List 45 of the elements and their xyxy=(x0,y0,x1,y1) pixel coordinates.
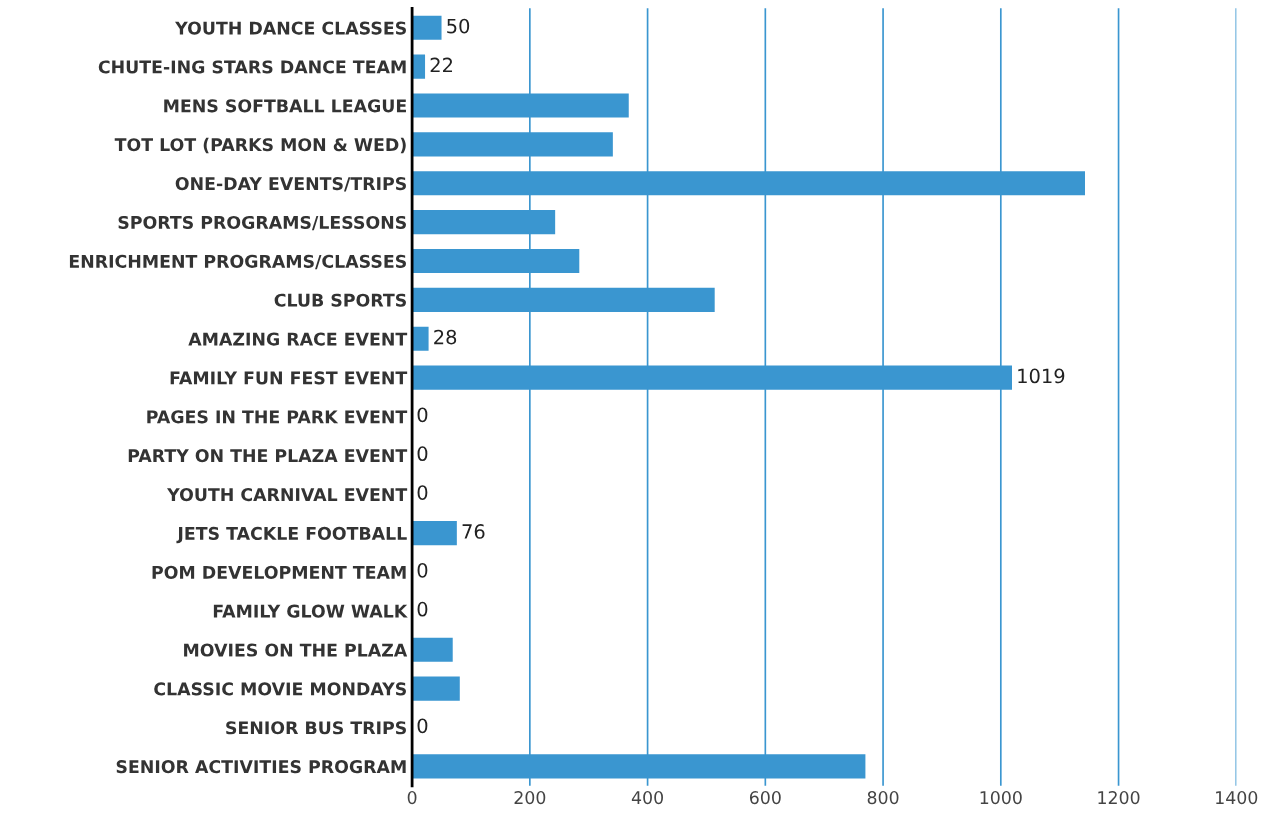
x-tick-label: 1400 xyxy=(1216,791,1258,805)
bar xyxy=(412,54,426,79)
y-tick-label: FAMILY FUN FEST EVENT xyxy=(170,371,408,385)
y-tick-label: CLUB SPORTS xyxy=(274,293,406,307)
x-tick-label: 0 xyxy=(407,791,417,805)
data-label: 22 xyxy=(430,57,453,73)
x-tick-label: 600 xyxy=(749,791,781,805)
data-label: 0 xyxy=(417,562,428,578)
data-label: 0 xyxy=(417,407,428,423)
y-tick-label: YOUTH DANCE CLASSES xyxy=(175,21,406,35)
y-tick-label: AMAZING RACE EVENT xyxy=(188,332,408,346)
bar xyxy=(412,15,442,40)
y-tick-label: PAGES IN THE PARK EVENT xyxy=(147,410,408,424)
x-tick-label: 800 xyxy=(867,791,899,805)
x-tick-label: 1000 xyxy=(980,791,1022,805)
bar xyxy=(412,521,457,546)
x-tick-label: 1200 xyxy=(1098,791,1140,805)
data-label: 0 xyxy=(417,718,428,734)
bar xyxy=(412,676,460,701)
y-tick-label: FAMILY GLOW WALK xyxy=(213,604,408,618)
x-tick-label: 400 xyxy=(631,791,663,805)
y-tick-label: JETS TACKLE FOOTBALL xyxy=(176,526,407,544)
y-tick-label: MOVIES ON THE PLAZA xyxy=(184,643,408,657)
y-tick-label: SPORTS PROGRAMS/LESSONS xyxy=(118,215,406,231)
y-tick-label: PARTY ON THE PLAZA EVENT xyxy=(128,449,408,463)
data-label: 28 xyxy=(434,329,457,345)
y-tick-label: TOT LOT (PARKS MON & WED) xyxy=(114,137,406,154)
bar xyxy=(412,637,453,662)
y-tick-label: YOUTH CARNIVAL EVENT xyxy=(166,488,408,502)
x-tick-label: 200 xyxy=(514,791,546,805)
y-tick-label: CHUTE-ING STARS DANCE TEAM xyxy=(98,60,406,74)
data-label: 50 xyxy=(447,18,470,34)
y-tick-label: ENRICHMENT PROGRAMS/CLASSES xyxy=(69,254,406,270)
y-tick-label: POM DEVELOPMENT TEAM xyxy=(152,565,406,579)
y-tick-label: SENIOR ACTIVITIES PROGRAM xyxy=(116,760,406,774)
data-label: 1019 xyxy=(1018,368,1065,384)
y-tick-label: ONE-DAY EVENTS/TRIPS xyxy=(175,177,406,192)
y-tick-label: SENIOR BUS TRIPS xyxy=(226,721,406,735)
y-tick-label: CLASSIC MOVIE MONDAYS xyxy=(154,682,406,696)
bar xyxy=(412,326,429,351)
data-label: 76 xyxy=(462,524,485,539)
data-label: 0 xyxy=(417,485,428,500)
data-label: 0 xyxy=(417,601,428,617)
y-tick-label: MENS SOFTBALL LEAGUE xyxy=(164,99,406,113)
data-label: 0 xyxy=(417,446,428,462)
